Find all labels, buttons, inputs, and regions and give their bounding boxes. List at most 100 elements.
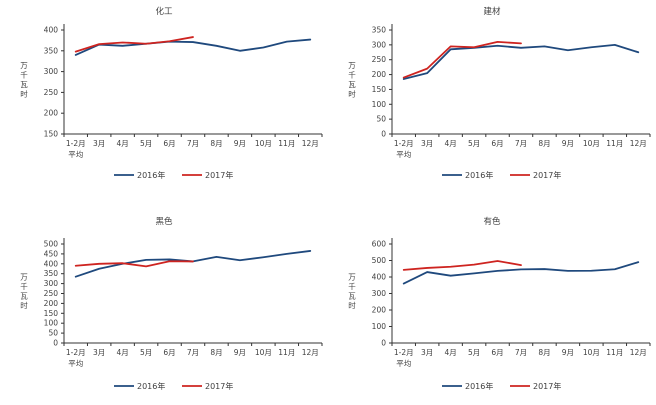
x-tick-label: 12月 [302,139,319,148]
x-tick-label: 6月 [163,139,175,148]
legend-label-2016: 2016年 [137,170,165,180]
y-tick-label: 500 [372,256,387,265]
chart-title: 建材 [483,6,501,17]
x-tick-label: 6月 [163,348,175,357]
y-tick-label: 200 [372,306,387,315]
chart-panel-ferrous: 黑色 0 50 100 150 200 250 300 350 400 450 500 万千瓦时 1-2月… [0,200,328,405]
legend-label-2017: 2017年 [533,170,561,180]
x-tick-label: 6月 [491,348,503,357]
y-tick-label: 100 [372,100,387,109]
x-tick-label: 8月 [210,348,222,357]
series-line-2016 [74,38,312,56]
y-tick-label: 300 [372,289,387,298]
x-tick-label-line2: 平均 [396,358,411,368]
chart-title: 化工 [155,6,173,17]
x-tick-label: 8月 [538,348,550,357]
x-tick-label: 5月 [140,139,152,148]
y-tick-label: 300 [372,40,387,49]
x-tick-label: 12月 [630,348,647,357]
x-tick-label: 1-2月 [394,348,414,357]
x-tick-label: 12月 [630,139,647,148]
x-tick-label: 9月 [234,348,246,357]
x-tick-label: 4月 [444,139,456,148]
y-tick-label: 300 [44,279,59,288]
line-chart-building-materials: 建材 0 50 100 150 200 250 300 350 万千瓦时 1-2月 3月 4月 5月 6月 7… [348,6,651,180]
y-axis-unit-label: 万千瓦时 [348,272,356,310]
x-tick-label: 7月 [187,139,199,148]
y-axis-unit-label: 万千瓦时 [348,61,356,99]
x-tick-label: 10月 [255,139,272,148]
y-tick-label: 250 [44,88,59,97]
y-tick-label: 250 [372,55,387,64]
series-line-2017 [74,36,194,53]
y-tick-label: 400 [372,273,387,282]
y-tick-label: 150 [44,130,59,139]
y-tick-label: 50 [48,329,58,338]
x-tick-label: 1-2月 [66,139,86,148]
x-tick-label: 3月 [93,139,105,148]
legend-label-2016: 2016年 [465,381,493,391]
y-axis-unit-label: 万千瓦时 [20,272,28,310]
x-tick-label: 10月 [583,348,600,357]
x-tick-label: 5月 [140,348,152,357]
legend-label-2017: 2017年 [205,170,233,180]
x-tick-label: 4月 [444,348,456,357]
line-chart-chemicals: 化工 150 200 250 300 350 400 万千瓦时 1-2月 3月 4月 5月 6月 7月 8月… [20,6,323,180]
x-tick-label: 6月 [491,139,503,148]
y-tick-label: 150 [372,85,387,94]
line-chart-nonferrous: 有色 0 100 200 300 400 500 600 万千瓦时 1-2月 3月 4月 5月 6月 7月 8… [348,216,651,391]
y-tick-label: 350 [44,269,59,278]
y-tick-label: 200 [372,70,387,79]
x-tick-label: 11月 [606,348,623,357]
legend-label-2017: 2017年 [533,381,561,391]
x-tick-label: 7月 [187,348,199,357]
x-tick-label: 10月 [583,139,600,148]
x-tick-label: 11月 [278,348,295,357]
x-tick-label: 8月 [210,139,222,148]
y-tick-label: 100 [372,322,387,331]
chart-title: 黑色 [155,216,173,227]
chart-panel-building-materials: 建材 0 50 100 150 200 250 300 350 万千瓦时 1-2月 3月 4月 5月 6月 7… [328,0,656,200]
x-tick-label: 11月 [606,139,623,148]
y-tick-label: 400 [44,259,59,268]
y-tick-label: 200 [44,109,59,118]
chart-title: 有色 [483,216,501,227]
y-tick-label: 50 [376,115,386,124]
x-tick-label: 3月 [93,348,105,357]
y-tick-label: 250 [44,289,59,298]
x-tick-label: 11月 [278,139,295,148]
x-tick-label: 8月 [538,139,550,148]
x-tick-label: 4月 [116,348,128,357]
y-tick-label: 150 [44,309,59,318]
x-tick-label: 3月 [421,139,433,148]
y-axis-unit-label: 万千瓦时 [20,61,28,99]
x-tick-label-line2: 平均 [68,149,83,159]
y-tick-label: 350 [44,46,59,55]
legend-label-2016: 2016年 [137,381,165,391]
chart-panel-chemicals: 化工 150 200 250 300 350 400 万千瓦时 1-2月 3月 4月 5月 6月 7月 8月… [0,0,328,200]
series-line-2017 [74,260,194,268]
x-tick-label: 5月 [468,348,480,357]
x-tick-label: 9月 [234,139,246,148]
x-tick-label: 10月 [255,348,272,357]
x-tick-label: 12月 [302,348,319,357]
y-tick-label: 0 [381,130,386,139]
chart-panel-nonferrous: 有色 0 100 200 300 400 500 600 万千瓦时 1-2月 3月 4月 5月 6月 7月 8… [328,200,656,405]
x-tick-label: 1-2月 [394,139,414,148]
y-tick-label: 400 [44,26,59,35]
x-tick-label: 9月 [562,348,574,357]
series-line-2016 [402,43,640,80]
y-tick-label: 0 [381,339,386,348]
legend-label-2016: 2016年 [465,170,493,180]
series-line-2016 [402,261,640,285]
y-tick-label: 500 [44,240,59,249]
y-tick-label: 300 [44,67,59,76]
series-line-2017 [402,260,522,271]
x-tick-label-line2: 平均 [396,149,411,159]
x-tick-label: 7月 [515,348,527,357]
x-tick-label-line2: 平均 [68,358,83,368]
y-tick-label: 600 [372,240,387,249]
y-tick-label: 100 [44,319,59,328]
y-tick-label: 0 [53,339,58,348]
